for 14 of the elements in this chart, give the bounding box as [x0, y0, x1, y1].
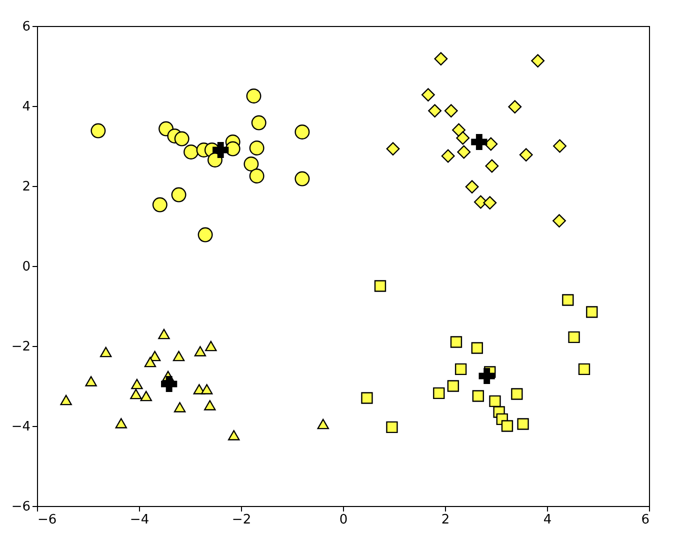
x-tick-label: 0 [339, 512, 348, 528]
x-tick-label: 6 [641, 512, 650, 528]
y-tick-label: 6 [22, 20, 30, 34]
y-tick-label: 2 [22, 180, 30, 194]
y-tick-label: 4 [22, 100, 30, 114]
y-tick-label: −4 [11, 420, 30, 434]
x-tick-label: −2 [232, 512, 252, 528]
x-tick-label: 4 [543, 512, 552, 528]
y-tick-label: −2 [11, 340, 30, 354]
y-tick-label: −6 [11, 500, 30, 514]
x-tick-label: 2 [441, 512, 450, 528]
x-tick-label: −4 [130, 512, 150, 528]
x-tick-label: −6 [38, 512, 57, 528]
y-tick-label: 0 [22, 260, 30, 274]
